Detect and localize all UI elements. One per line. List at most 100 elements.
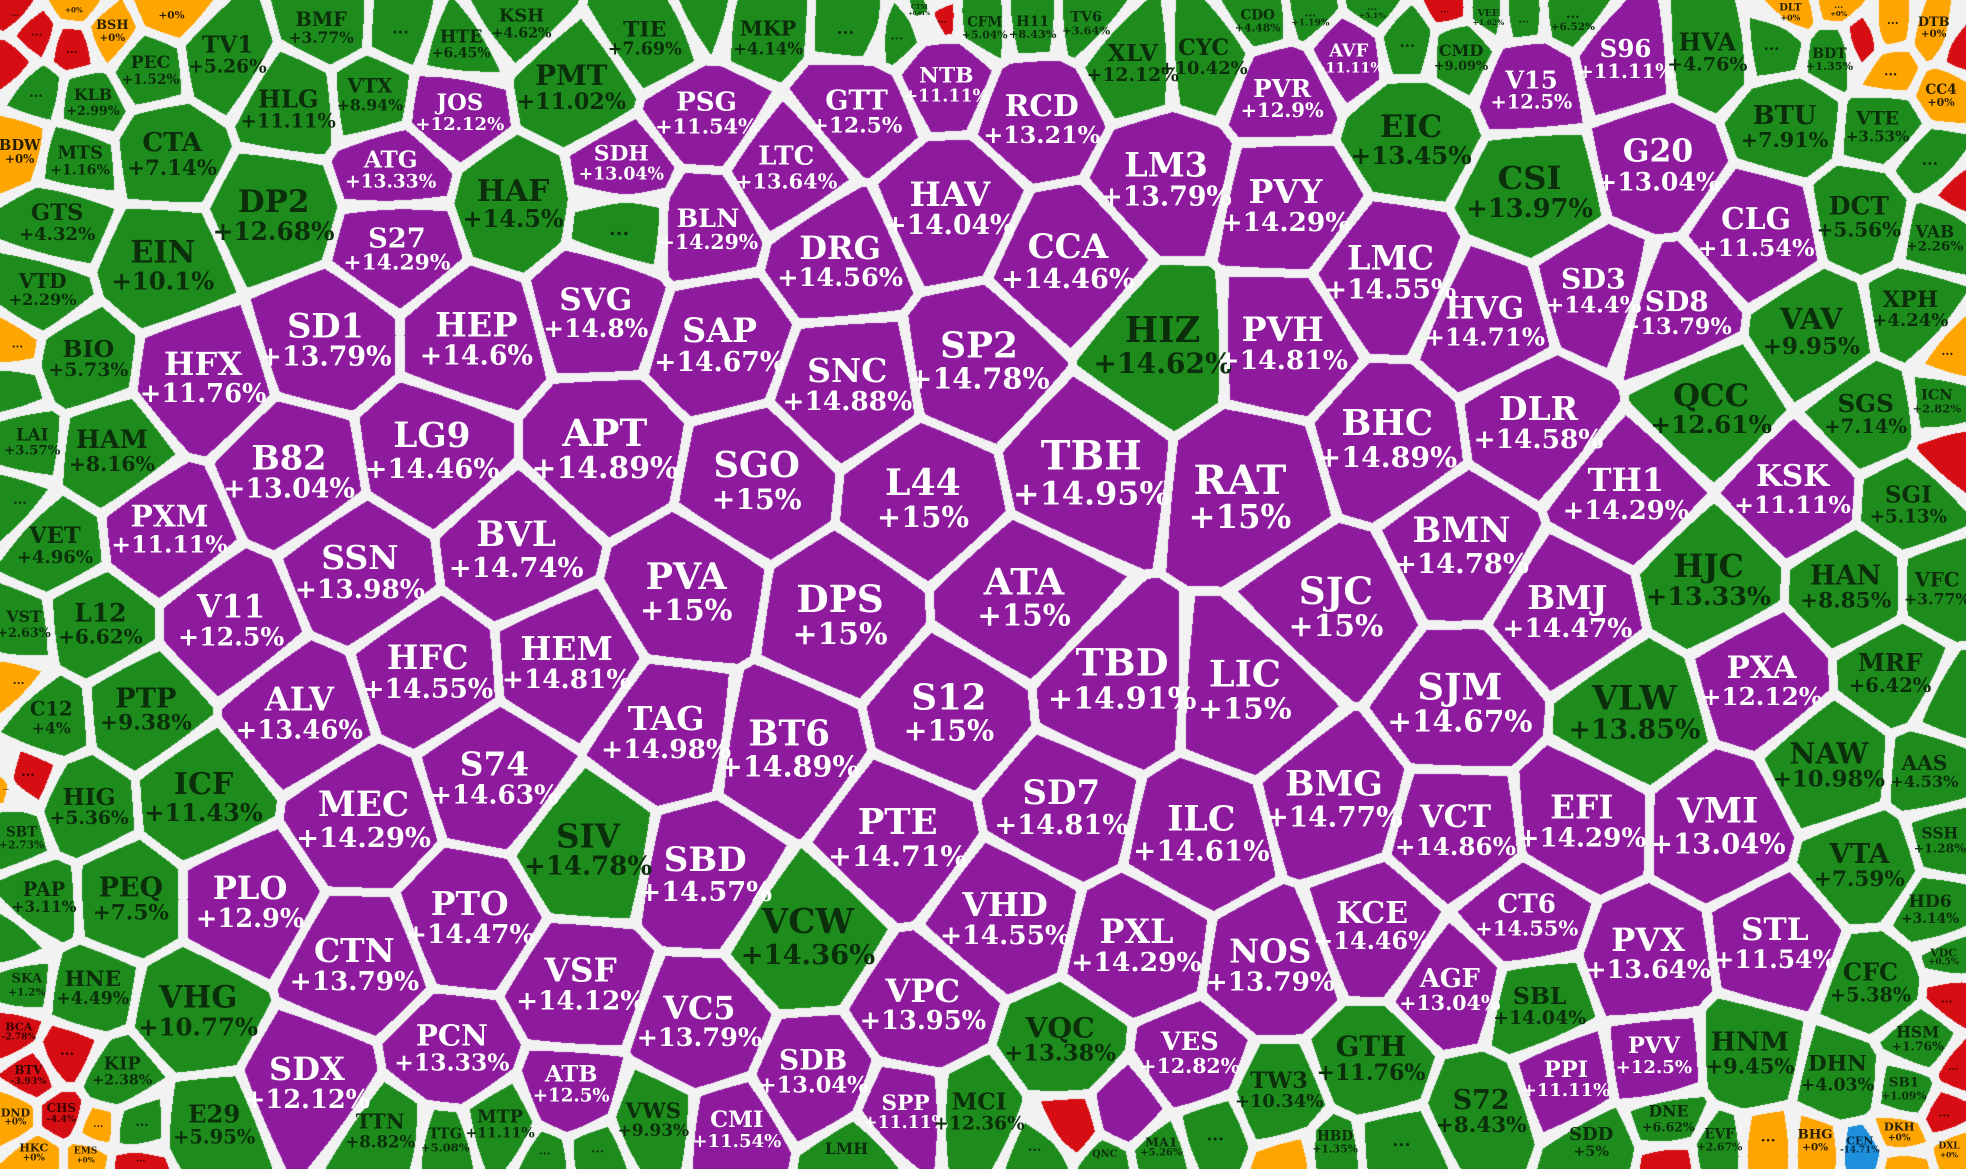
cell-vst[interactable]: VST +2.63% bbox=[0, 609, 51, 639]
cell-bhc[interactable]: BHC +14.89% bbox=[1317, 405, 1457, 472]
cell-sb1[interactable]: SB1 +1.09% bbox=[1881, 1075, 1926, 1101]
cell-tile-216[interactable]: ... bbox=[591, 1141, 604, 1155]
cell-sd1[interactable]: SD1 +13.79% bbox=[259, 308, 391, 371]
cell-haf[interactable]: HAF +14.5% bbox=[463, 176, 564, 232]
cell-e29[interactable]: E29 +5.95% bbox=[173, 1101, 255, 1147]
cell-sbl[interactable]: SBL +14.04% bbox=[1493, 984, 1586, 1028]
cell-cca[interactable]: CCA +14.46% bbox=[1001, 229, 1135, 294]
cell-dne[interactable]: DNE +6.62% bbox=[1642, 1103, 1695, 1133]
cell-vhd[interactable]: VHD +14.55% bbox=[940, 887, 1070, 950]
cell-btv[interactable]: BTV -3.93% bbox=[10, 1064, 46, 1086]
cell-tile-215[interactable]: ... bbox=[539, 1145, 550, 1156]
cell-bsh[interactable]: BSH +0% bbox=[96, 19, 128, 43]
cell-tile-4[interactable]: ... bbox=[66, 43, 78, 56]
cell-hfc[interactable]: HFC +14.55% bbox=[362, 640, 493, 703]
cell-xph[interactable]: XPH +4.24% bbox=[1872, 288, 1948, 331]
cell-kip[interactable]: KIP +2.38% bbox=[92, 1055, 152, 1088]
cell-pvv[interactable]: PVV +12.5% bbox=[1616, 1034, 1692, 1077]
cell-ctn[interactable]: CTN +13.79% bbox=[290, 933, 419, 995]
cell-vtd[interactable]: VTD +2.29% bbox=[9, 271, 77, 309]
cell-s72[interactable]: S72 +8.43% bbox=[1436, 1086, 1527, 1136]
cell-tile-255[interactable]: ... bbox=[1761, 1130, 1776, 1146]
cell-tile-57[interactable]: ... bbox=[1518, 14, 1529, 26]
cell-l44[interactable]: L44 +15% bbox=[877, 464, 969, 532]
cell-vet[interactable]: VET +4.96% bbox=[17, 524, 93, 567]
cell-tile-194[interactable]: ... bbox=[93, 1120, 103, 1130]
cell-han[interactable]: HAN +8.85% bbox=[1800, 562, 1891, 614]
cell-tile-251[interactable]: ... bbox=[1939, 1107, 1950, 1118]
cell-sd3[interactable]: SD3 +14.4% bbox=[1545, 264, 1641, 318]
cell-tile-84[interactable]: ... bbox=[1922, 150, 1939, 167]
cell-gth[interactable]: GTH +11.76% bbox=[1316, 1033, 1425, 1085]
cell-btu[interactable]: BTU +7.91% bbox=[1741, 102, 1829, 151]
cell-tile-106[interactable]: ... bbox=[1941, 345, 1953, 357]
cell-ttg[interactable]: TTG +5.08% bbox=[421, 1126, 470, 1153]
cell-tile-71[interactable]: ... bbox=[1764, 37, 1780, 54]
cell-ksk[interactable]: KSK +11.11% bbox=[1734, 462, 1851, 519]
cell-hfx[interactable]: HFX +11.76% bbox=[140, 347, 267, 408]
cell-rcd[interactable]: RCD +13.21% bbox=[983, 91, 1100, 148]
cell-hd6[interactable]: HD6 +3.14% bbox=[1901, 893, 1959, 926]
cell-hsm[interactable]: HSM +1.76% bbox=[1892, 1024, 1944, 1053]
cell-hkc[interactable]: HKC +0% bbox=[19, 1142, 48, 1164]
cell-kce[interactable]: KCE +14.46% bbox=[1313, 898, 1431, 954]
cell-tile-39[interactable]: ... bbox=[890, 29, 903, 43]
cell-lic[interactable]: LIC +15% bbox=[1198, 655, 1291, 724]
cell-ctm[interactable]: CTM +0.61% bbox=[909, 5, 930, 17]
cell-tile-22[interactable]: ... bbox=[392, 20, 409, 38]
cell-tile-198[interactable]: ... bbox=[136, 1153, 146, 1163]
cell-svg[interactable]: SVG +14.8% bbox=[543, 283, 648, 342]
cell-dlt[interactable]: DLT +0% bbox=[1779, 3, 1801, 23]
cell-drg[interactable]: DRG +14.56% bbox=[777, 231, 903, 292]
cell-ct6[interactable]: CT6 +14.55% bbox=[1475, 890, 1578, 940]
cell-tile-2[interactable]: ... bbox=[11, 9, 19, 18]
cell-bdt[interactable]: BDT +1.35% bbox=[1806, 46, 1853, 73]
cell-ptp[interactable]: PTP +9.38% bbox=[100, 684, 192, 736]
cell-atg[interactable]: ATG +13.33% bbox=[345, 148, 436, 192]
cell-sap[interactable]: SAP +14.67% bbox=[654, 313, 785, 376]
cell-tile-78[interactable]: ... bbox=[1884, 65, 1897, 79]
cell-psg[interactable]: PSG +11.54% bbox=[655, 89, 758, 138]
cell-vav[interactable]: VAV +9.95% bbox=[1763, 305, 1860, 360]
cell-clg[interactable]: CLG +11.54% bbox=[1698, 204, 1815, 261]
cell-pxa[interactable]: PXA +12.12% bbox=[1701, 652, 1823, 710]
cell-tile-157[interactable]: ... bbox=[21, 766, 35, 780]
cell-cfm[interactable]: CFM +5.04% bbox=[962, 15, 1008, 40]
cell-cmd[interactable]: CMD +9.09% bbox=[1434, 43, 1488, 74]
cell-agf[interactable]: AGF +13.04% bbox=[1399, 966, 1500, 1014]
cell-tile-38[interactable]: ... bbox=[837, 19, 855, 38]
cell-hig[interactable]: HIG +5.36% bbox=[50, 784, 129, 829]
cell-ssh[interactable]: SSH +1.28% bbox=[1914, 825, 1966, 855]
cell-tw3[interactable]: TW3 +10.34% bbox=[1235, 1069, 1324, 1112]
cell-hte[interactable]: HTE +6.45% bbox=[432, 29, 491, 62]
cell-tie[interactable]: TIE +7.69% bbox=[608, 18, 682, 59]
cell-hnm[interactable]: HNM +9.45% bbox=[1705, 1028, 1794, 1077]
cell-rat[interactable]: RAT +15% bbox=[1189, 459, 1292, 535]
cell-jos[interactable]: JOS +12.12% bbox=[415, 91, 504, 134]
cell-cta[interactable]: CTA +7.14% bbox=[127, 129, 217, 180]
cell-gts[interactable]: GTS +4.32% bbox=[19, 201, 95, 244]
cell-tile-237[interactable]: ... bbox=[1206, 1125, 1224, 1143]
cell-sdx[interactable]: SDX +12.12% bbox=[244, 1052, 370, 1113]
cell-sdd[interactable]: SDD +5% bbox=[1569, 1126, 1613, 1160]
cell-vfc[interactable]: VFC +3.77% bbox=[1904, 570, 1966, 608]
cell-tile-33[interactable]: ... bbox=[609, 218, 629, 239]
cell-vmi[interactable]: VMI +13.04% bbox=[1650, 794, 1786, 860]
cell-vtx[interactable]: VTX +8.94% bbox=[337, 76, 403, 114]
cell-mec[interactable]: MEC +14.29% bbox=[296, 787, 431, 852]
cell-qcc[interactable]: QCC +12.61% bbox=[1650, 380, 1772, 438]
cell-vct[interactable]: VCT +14.86% bbox=[1395, 802, 1516, 860]
cell-s12[interactable]: S12 +15% bbox=[904, 680, 995, 747]
cell-sp2[interactable]: SP2 +14.78% bbox=[908, 327, 1049, 394]
cell-v11[interactable]: V11 +12.5% bbox=[178, 590, 284, 650]
cell-vqc[interactable]: VQC +13.38% bbox=[1004, 1013, 1116, 1066]
cell-tbd[interactable]: TBD +14.91% bbox=[1048, 643, 1197, 715]
cell-dp2[interactable]: DP2 +12.68% bbox=[213, 186, 335, 244]
cell-bmg[interactable]: BMG +14.77% bbox=[1265, 765, 1402, 831]
cell-apt[interactable]: APT +14.89% bbox=[531, 414, 678, 484]
cell-s27[interactable]: S27 +14.29% bbox=[343, 224, 450, 275]
cell-sbd[interactable]: SBD +14.57% bbox=[638, 842, 772, 907]
cell-sjc[interactable]: SJC +15% bbox=[1288, 572, 1383, 642]
cell-atb[interactable]: ATB +12.5% bbox=[533, 1063, 610, 1107]
cell-vee[interactable]: VEE +1.62% bbox=[1473, 9, 1505, 27]
